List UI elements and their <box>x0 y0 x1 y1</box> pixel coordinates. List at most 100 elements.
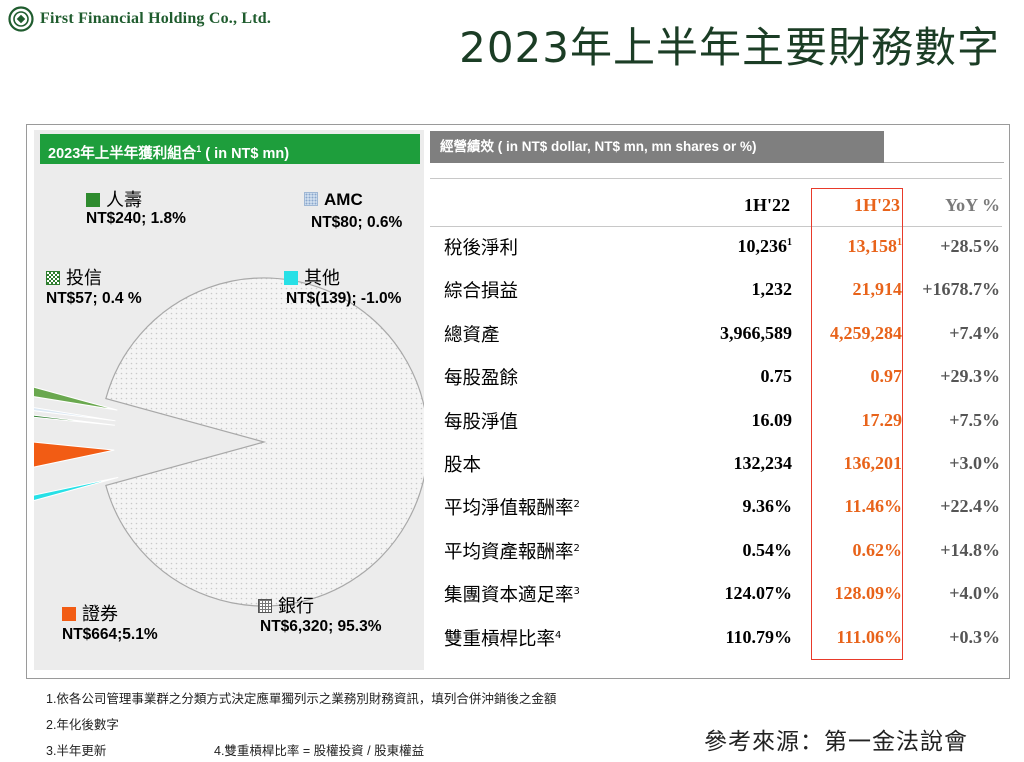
row-label: 平均資產報酬率2 <box>444 538 580 564</box>
row-label-text: 股本 <box>444 455 482 476</box>
value-1h22: 132,234 <box>670 453 793 474</box>
value-1h23: 4,259,284 <box>790 323 902 344</box>
value-yoy: +1678.7% <box>890 279 1000 300</box>
table-top-rule <box>430 178 1002 179</box>
value-1h23: 17.29 <box>790 410 903 431</box>
value-1h23-text: 128.09% <box>834 583 903 604</box>
value-1h23: 0.97 <box>790 366 903 387</box>
row-label: 每股盈餘 <box>444 364 518 390</box>
value-1h22: 110.79% <box>670 627 792 648</box>
value-yoy-text: +7.5% <box>949 409 1000 430</box>
value-yoy: +3.0% <box>890 453 1000 474</box>
value-1h22: 0.75 <box>670 366 793 387</box>
value-yoy-text: +7.4% <box>949 322 1000 343</box>
value-yoy-text: +28.5% <box>940 236 1000 256</box>
row-label-text: 集團資本適足率 <box>444 585 574 607</box>
profit-mix-header-text: 2023年上半年獲利組合 <box>48 145 197 162</box>
value-1h22-text: 0.54% <box>742 539 793 560</box>
legend-amc-value: NT$80; 0.6% <box>311 214 403 231</box>
value-1h22: 1,232 <box>670 279 793 300</box>
row-label-sup: 2 <box>573 542 580 554</box>
performance-header-line <box>884 162 1004 163</box>
legend-bank-value: NT$6,320; 95.3% <box>260 618 382 635</box>
pie-slice-bank <box>105 277 424 607</box>
value-1h22-text: 132,234 <box>733 453 793 473</box>
value-1h22: 3,966,589 <box>670 323 792 344</box>
value-yoy: +14.8% <box>890 540 1000 561</box>
column-header-1h22: 1H'22 <box>743 195 790 215</box>
row-label-text: 總資產 <box>444 324 500 346</box>
pie-slice-securities <box>34 441 115 468</box>
footnote-2: 2.年化後數字 <box>46 718 119 732</box>
value-yoy: +7.5% <box>890 410 1000 431</box>
profit-mix-header-sup: 1 <box>196 144 202 154</box>
company-logo: First Financial Holding Co., Ltd. <box>8 6 271 32</box>
value-1h22: 124.07% <box>670 583 793 604</box>
row-label: 集團資本適足率3 <box>444 581 580 607</box>
row-label: 總資產 <box>444 321 500 347</box>
legend-securities-name: 證券 <box>82 604 118 625</box>
profit-mix-pie-chart <box>34 277 424 607</box>
profit-mix-header-unit: ( in NT$ mn) <box>201 145 290 162</box>
value-1h23: 136,201 <box>790 453 903 474</box>
row-label-text: 平均資產報酬率 <box>444 541 574 563</box>
legend-securities: 證券 <box>62 600 118 626</box>
legend-investment-trust-value: NT$57; 0.4 % <box>46 290 142 307</box>
table-header-rule <box>430 226 1002 227</box>
highlight-box-1h23 <box>811 188 903 660</box>
legend-other: 其他 <box>284 264 340 290</box>
value-1h23: 11.46% <box>790 496 902 517</box>
value-yoy-text: +3.0% <box>949 453 1000 473</box>
legend-bank: 銀行 <box>258 592 314 618</box>
investment-trust-swatch-icon <box>46 271 60 285</box>
row-label-sup: 2 <box>573 499 580 511</box>
company-emblem-icon <box>8 6 34 32</box>
value-1h22-text: 16.09 <box>751 409 793 430</box>
value-yoy-text: +22.4% <box>940 496 1000 517</box>
legend-other-value: NT$(139); -1.0% <box>286 290 402 307</box>
row-label: 稅後淨利 <box>444 234 518 260</box>
legend-securities-value: NT$664;5.1% <box>62 626 158 643</box>
value-yoy-text: +4.0% <box>949 583 1000 604</box>
value-yoy: +28.5% <box>890 236 1000 257</box>
value-1h23-text: 21,914 <box>852 279 903 300</box>
value-1h23-text: 0.62% <box>852 539 903 560</box>
pie-slice-amc <box>34 407 116 422</box>
legend-life-value: NT$240; 1.8% <box>86 210 186 227</box>
row-label-text: 雙重槓桿比率 <box>444 628 556 650</box>
value-1h23-text: 13,158 <box>847 236 898 256</box>
value-1h23-text: 111.06% <box>836 626 902 647</box>
value-1h22-text: 110.79% <box>725 626 792 647</box>
legend-life-name: 人壽 <box>106 190 142 211</box>
value-1h22-text: 124.07% <box>724 583 793 604</box>
value-1h23-text: 11.46% <box>844 496 902 517</box>
performance-header: 經營績效 ( in NT$ dollar, NT$ mn, mn shares … <box>430 131 884 163</box>
column-header-yoy: YoY % <box>945 195 1000 215</box>
value-1h22-text: 10,236 <box>737 236 788 256</box>
value-yoy: +0.3% <box>890 627 1000 648</box>
value-yoy: +22.4% <box>890 496 1000 517</box>
legend-investment-trust: 投信 <box>46 264 102 290</box>
pie-slice-life <box>34 386 118 411</box>
page-title: 2023年上半年主要財務數字 <box>459 23 1000 72</box>
column-header-1h23: 1H'23 <box>853 195 900 215</box>
legend-amc-name: AMC <box>324 190 363 209</box>
row-label: 雙重槓桿比率4 <box>444 625 561 651</box>
other-swatch-icon <box>284 271 298 285</box>
value-yoy: +29.3% <box>890 366 1000 387</box>
securities-swatch-icon <box>62 607 76 621</box>
value-1h22: 16.09 <box>670 409 793 431</box>
pie-slice-other <box>34 476 119 502</box>
value-1h22-sup: 1 <box>787 237 792 248</box>
source-credit: 參考來源：第一金法說會 <box>704 729 968 755</box>
row-label-text: 每股盈餘 <box>444 368 519 390</box>
value-1h23: 21,914 <box>790 279 903 300</box>
legend-amc: AMC <box>304 190 363 210</box>
company-name: First Financial Holding Co., Ltd. <box>40 10 272 27</box>
value-1h23: 128.09% <box>790 583 903 604</box>
value-1h22-text: 3,966,589 <box>720 322 792 343</box>
value-yoy-text: +1678.7% <box>922 279 1000 300</box>
value-yoy: +7.4% <box>890 323 1000 344</box>
row-label: 綜合損益 <box>444 277 518 303</box>
row-label-sup: 4 <box>555 629 562 641</box>
